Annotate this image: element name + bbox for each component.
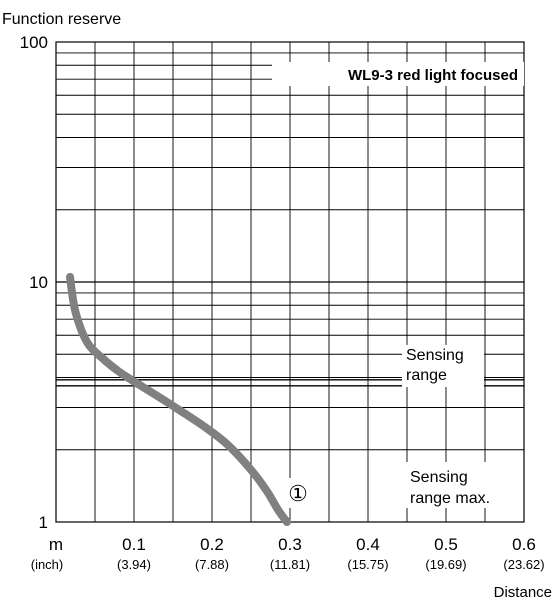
x-tick-label: 0.6 xyxy=(512,535,536,554)
curve-marker: ① xyxy=(284,478,312,508)
sensing-range-line1: Sensing xyxy=(406,347,464,364)
y-tick-label: 100 xyxy=(20,33,48,52)
x-axis-label: Distance xyxy=(494,584,552,601)
x-unit-inch-label: (inch) xyxy=(31,557,64,572)
curve-marker-label: ① xyxy=(288,481,308,506)
sensing-range-annotation: Sensing range xyxy=(402,345,484,387)
series-curve xyxy=(66,272,291,526)
y-tick-label: 10 xyxy=(29,273,48,292)
legend-box: WL9-3 red light focused xyxy=(272,62,524,86)
x-tick-inch-label: (23.62) xyxy=(503,557,544,572)
x-unit-label: m xyxy=(49,535,63,554)
x-tick-inch-label: (3.94) xyxy=(117,557,151,572)
sensing-range-max-annotation: Sensing range max. xyxy=(402,462,522,508)
y-tick-label: 1 xyxy=(39,513,48,532)
x-tick-label: 0.1 xyxy=(122,535,146,554)
x-tick-inch-label: (19.69) xyxy=(425,557,466,572)
legend-title: WL9-3 red light focused xyxy=(348,67,518,84)
y-axis-label: Function reserve xyxy=(2,11,121,28)
x-tick-inch-label: (7.88) xyxy=(195,557,229,572)
x-tick-labels: m (inch) 0.1 (3.94) 0.2 (7.88) 0.3 (11.81) 0.4… xyxy=(31,535,545,572)
sensing-range-max-line2: range max. xyxy=(410,490,490,507)
y-tick-labels: 1 10 100 xyxy=(20,33,48,532)
x-tick-inch-label: (11.81) xyxy=(270,557,310,572)
x-tick-inch-label: (15.75) xyxy=(347,557,388,572)
x-tick-label: 0.5 xyxy=(434,535,458,554)
x-tick-label: 0.2 xyxy=(200,535,224,554)
x-tick-label: 0.3 xyxy=(278,535,302,554)
grid-lines xyxy=(56,42,524,522)
sensing-range-line2: range xyxy=(406,367,447,384)
x-tick-label: 0.4 xyxy=(356,535,380,554)
sensing-range-max-line1: Sensing xyxy=(410,469,468,486)
